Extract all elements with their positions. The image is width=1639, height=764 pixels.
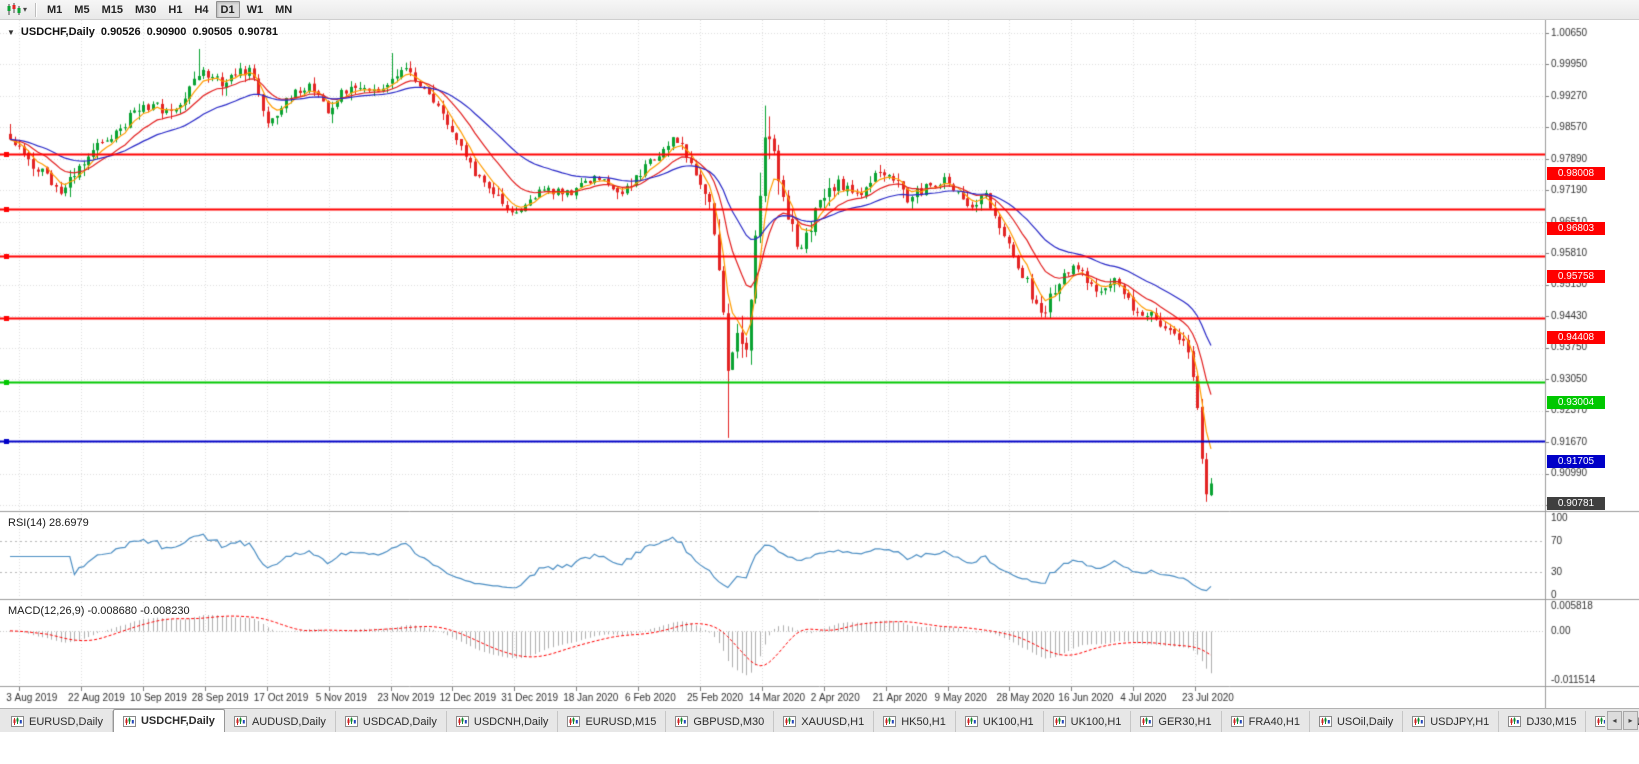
chart-tab-icon	[1318, 716, 1332, 727]
chart-tab-usdcnh-daily[interactable]: USDCNH,Daily	[447, 711, 559, 732]
chart-tab-label: UK100,H1	[1070, 715, 1122, 728]
chart-tab-icon	[883, 716, 897, 727]
bar-high-value: 0.90900	[146, 26, 187, 38]
tab-scroll-buttons: ◂ ▸	[1605, 711, 1638, 730]
price-level-badge: 0.93004	[1547, 395, 1605, 409]
price-level-badge: 0.94408	[1547, 331, 1605, 345]
chart-tab-icon	[11, 716, 24, 727]
chart-tab-icon	[1140, 716, 1154, 727]
chart-tab-bar: EURUSD,Daily USDCHF,Daily AUDUSD,Daily USDC…	[0, 708, 1639, 732]
timeframe-button-m5[interactable]: M5	[74, 4, 90, 16]
chart-tab-usoil-daily[interactable]: USOil,Daily	[1310, 711, 1404, 732]
timeframe-button-group: M1 M5 M15 M30 H1 H4 D1 W1 MN	[41, 1, 298, 18]
chart-tab-audusd-daily[interactable]: AUDUSD,Daily	[225, 711, 336, 732]
chart-tab-gbpusd-m30[interactable]: GBPUSD,M30	[666, 711, 775, 732]
timeframe-button-h1[interactable]: H1	[168, 4, 183, 16]
chart-tab-ger30-h1[interactable]: GER30,H1	[1131, 711, 1222, 732]
chart-tab-usdchf-daily[interactable]: USDCHF,Daily	[112, 709, 225, 732]
chart-tab-icon	[783, 716, 797, 727]
timeframe-button-h4[interactable]: H4	[194, 4, 209, 16]
chart-tab-icon	[1230, 716, 1244, 727]
chart-tab-icon	[1508, 716, 1522, 727]
chart-tab-icon	[1052, 716, 1066, 727]
chart-tab-label: GER30,H1	[1158, 715, 1212, 728]
chart-tab-label: USDCHF,Daily	[140, 715, 215, 727]
status-area	[0, 732, 1639, 764]
candlestick-chart-icon	[7, 3, 21, 15]
timeframe-button-m15[interactable]: M15	[101, 4, 123, 16]
price-level-badge: 0.96803	[1547, 222, 1605, 236]
timeframe-toolbar: ▾ M1 M5 M15 M30 H1 H4 D1 W1 MN	[0, 0, 1639, 20]
chart-tab-label: USDCNH,Daily	[473, 715, 549, 728]
chart-tab-hk50-h1[interactable]: HK50,H1	[874, 711, 956, 732]
timeframe-button-m30[interactable]: M30	[134, 4, 157, 16]
chart-tab-uk100-h1[interactable]: UK100,H1	[956, 711, 1044, 732]
bar-close-value: 0.90781	[238, 26, 278, 38]
price-level-badge: 0.98008	[1547, 167, 1605, 181]
chart-tab-label: USOil,Daily	[1336, 715, 1394, 728]
dropdown-caret-icon: ▾	[23, 4, 28, 14]
chart-tab-xauusd-h1[interactable]: XAUUSD,H1	[774, 711, 875, 732]
chart-tab-eurusd-daily[interactable]: EURUSD,Daily	[2, 711, 113, 732]
chart-tab-icon	[455, 716, 469, 727]
chart-tab-icon	[1412, 716, 1426, 727]
chart-tab-label: AUDUSD,Daily	[251, 715, 326, 728]
timeframe-button-mn[interactable]: MN	[275, 4, 293, 16]
chart-tab-fra40-h1[interactable]: FRA40,H1	[1222, 711, 1310, 732]
chart-tab-icon	[675, 716, 689, 727]
chart-tab-icon	[122, 715, 136, 727]
toolbar-separator	[35, 2, 37, 17]
bar-low-value: 0.90505	[192, 26, 233, 38]
chart-tab-icon	[567, 716, 581, 727]
chart-tab-usdcad-daily[interactable]: USDCAD,Daily	[336, 711, 447, 732]
chart-tab-label: DJ30,M15	[1526, 715, 1577, 728]
chart-type-button[interactable]: ▾	[3, 1, 30, 19]
price-chart-canvas[interactable]	[0, 20, 1639, 708]
chart-tab-label: USDCAD,Daily	[362, 715, 437, 728]
timeframe-button-w1[interactable]: W1	[246, 4, 264, 16]
collapse-triangle-icon[interactable]: ▼	[7, 27, 15, 37]
chart-tab-label: EURUSD,M15	[585, 715, 657, 728]
chart-tab-uk100-h1[interactable]: UK100,H1	[1044, 711, 1132, 732]
rsi-indicator-label: RSI(14) 28.6979	[8, 517, 89, 529]
chart-tab-usdjpy-h1[interactable]: USDJPY,H1	[1403, 711, 1500, 732]
chart-symbol-period: USDCHF,Daily	[20, 26, 95, 38]
chart-window: ▼ USDCHF,Daily 0.90526 0.90900 0.90505 0…	[0, 20, 1639, 708]
chart-tab-eurusd-m15[interactable]: EURUSD,M15	[558, 711, 667, 732]
chart-tab-label: XAUUSD,H1	[801, 715, 865, 728]
price-level-badge: 0.95758	[1547, 269, 1605, 283]
price-level-badge: 0.91705	[1547, 454, 1605, 468]
chart-tab-label: HK50,H1	[901, 715, 946, 728]
chart-tab-label: EURUSD,Daily	[29, 715, 103, 728]
chart-tab-label: GBPUSD,M30	[693, 715, 765, 728]
chart-tab-dj30-m15[interactable]: DJ30,M15	[1499, 711, 1587, 732]
chart-tab-label: USDJPY,H1	[1430, 715, 1490, 728]
macd-indicator-label: MACD(12,26,9) -0.008680 -0.008230	[8, 605, 190, 617]
timeframe-button-d1[interactable]: D1	[215, 1, 240, 18]
current-price-badge: 0.90781	[1547, 496, 1605, 510]
chart-tab-label: UK100,H1	[982, 715, 1034, 728]
chart-tab-icon	[233, 716, 247, 727]
chart-tab-icon	[344, 716, 358, 727]
chart-tab-label: FRA40,H1	[1248, 715, 1300, 728]
chart-title: ▼ USDCHF,Daily 0.90526 0.90900 0.90505 0…	[7, 26, 278, 38]
chart-tab-icon	[964, 716, 978, 727]
bar-open-value: 0.90526	[100, 26, 141, 38]
timeframe-button-m1[interactable]: M1	[47, 4, 63, 16]
tab-scroll-right-button[interactable]: ▸	[1623, 711, 1638, 730]
tab-scroll-left-button[interactable]: ◂	[1607, 711, 1622, 730]
